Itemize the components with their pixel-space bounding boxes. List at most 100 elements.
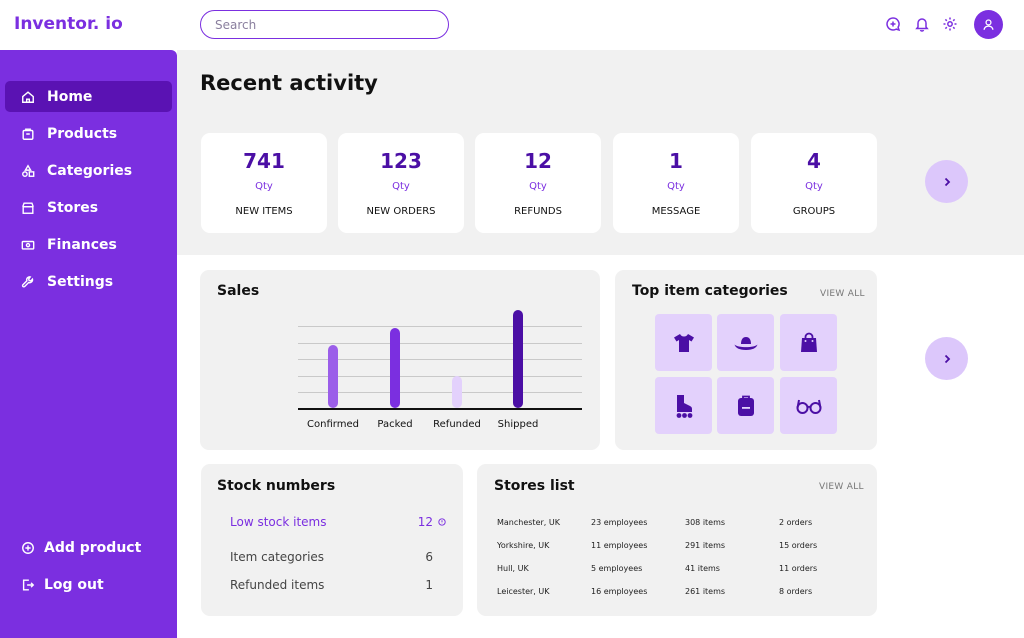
money-icon [21, 238, 35, 252]
stock-row-refunded[interactable]: Refunded items 1 [230, 578, 446, 592]
sidebar-item-finances[interactable]: Finances [5, 229, 172, 260]
backpack-icon [736, 394, 756, 418]
sidebar-item-home[interactable]: Home [5, 81, 172, 112]
sidebar-item-label: Products [47, 125, 118, 142]
sales-bar-label: Shipped [497, 419, 539, 430]
grid-line [298, 392, 582, 393]
stat-card-new-orders[interactable]: 123 Qty NEW ORDERS [338, 133, 464, 233]
sidebar-item-label: Finances [47, 236, 117, 253]
sales-bar-label: Confirmed [307, 419, 359, 430]
stat-unit: Qty [667, 181, 685, 192]
category-tile-sports[interactable] [655, 377, 712, 434]
app-logo[interactable]: Inventor. io [14, 14, 123, 34]
chat-plus-icon[interactable] [885, 16, 901, 32]
sales-bar-shipped[interactable] [513, 310, 523, 408]
sidebar-item-products[interactable]: Products [5, 118, 172, 149]
store-employees: 5 employees [591, 564, 643, 573]
stock-label: Item categories [230, 550, 325, 564]
stock-panel [201, 464, 463, 616]
top-categories-title: Top item categories [632, 283, 788, 299]
stores-view-all-link[interactable]: VIEW ALL [819, 482, 864, 492]
store-location[interactable]: Yorkshire, UK [497, 541, 550, 550]
sidebar-item-stores[interactable]: Stores [5, 192, 172, 223]
stores-title: Stores list [494, 478, 575, 494]
logout-icon [21, 578, 35, 592]
sidebar-item-categories[interactable]: Categories [5, 155, 172, 186]
roller-skate-icon [673, 393, 695, 419]
add-product-label: Add product [44, 540, 142, 556]
search-input[interactable] [200, 10, 449, 39]
stat-value: 12 [524, 149, 552, 173]
chevron-right-icon [941, 176, 953, 188]
grid-line [298, 343, 582, 344]
stock-value: 12 [417, 515, 433, 529]
store-orders: 11 orders [779, 564, 818, 573]
store-items: 308 items [685, 518, 726, 527]
store-employees: 11 employees [591, 541, 648, 550]
user-icon [982, 18, 995, 31]
sidebar-item-label: Categories [47, 162, 133, 179]
stat-label: NEW ITEMS [235, 206, 293, 217]
stock-row-low[interactable]: Low stock items 12 [230, 515, 446, 529]
store-icon [21, 201, 35, 215]
stat-card-message[interactable]: 1 Qty MESSAGE [613, 133, 739, 233]
stores-panel [477, 464, 877, 616]
stat-label: REFUNDS [514, 206, 562, 217]
avatar[interactable] [974, 10, 1003, 39]
logout-label: Log out [44, 577, 104, 593]
stat-label: MESSAGE [651, 206, 701, 217]
stat-card-refunds[interactable]: 12 Qty REFUNDS [475, 133, 601, 233]
category-tile-bags[interactable] [780, 314, 837, 371]
sidebar-item-label: Stores [47, 199, 99, 216]
stock-value: 1 [425, 578, 433, 592]
sales-bar-refunded[interactable] [452, 375, 462, 408]
stat-value: 1 [669, 149, 683, 173]
info-circle-icon [433, 515, 446, 529]
tshirt-icon [672, 331, 696, 355]
sales-bar-label: Packed [377, 419, 413, 430]
store-location[interactable]: Hull, UK [497, 564, 529, 573]
logout-button[interactable]: Log out [0, 577, 177, 593]
next-cards-button[interactable] [925, 160, 968, 203]
bag-icon [799, 332, 819, 354]
store-orders: 2 orders [779, 518, 813, 527]
stat-card-new-items[interactable]: 741 Qty NEW ITEMS [201, 133, 327, 233]
sales-panel [200, 270, 600, 450]
add-product-button[interactable]: Add product [0, 540, 177, 556]
wrench-icon [21, 275, 35, 289]
stock-title: Stock numbers [217, 478, 336, 494]
store-items: 291 items [685, 541, 726, 550]
gear-icon[interactable] [942, 16, 958, 32]
stock-value: 6 [425, 550, 433, 564]
stat-unit: Qty [255, 181, 273, 192]
store-orders: 15 orders [779, 541, 818, 550]
stat-unit: Qty [392, 181, 410, 192]
sales-title: Sales [217, 283, 260, 299]
sidebar-item-settings[interactable]: Settings [5, 266, 172, 297]
stat-card-groups[interactable]: 4 Qty GROUPS [751, 133, 877, 233]
store-employees: 16 employees [591, 587, 648, 596]
shapes-icon [21, 163, 35, 178]
sidebar-item-label: Settings [47, 273, 114, 290]
bell-icon[interactable] [914, 16, 930, 32]
category-tile-school[interactable] [717, 377, 774, 434]
stock-label: Low stock items [230, 515, 327, 529]
stock-row-categories[interactable]: Item categories 6 [230, 550, 446, 564]
category-tile-clothing[interactable] [655, 314, 712, 371]
store-location[interactable]: Manchester, UK [497, 518, 560, 527]
stat-value: 123 [380, 149, 422, 173]
categories-view-all-link[interactable]: VIEW ALL [820, 289, 865, 299]
sidebar: Home Products Categories Stores Finances… [0, 50, 177, 638]
stat-value: 741 [243, 149, 285, 173]
home-icon [21, 90, 35, 104]
store-location[interactable]: Leicester, UK [497, 587, 550, 596]
page-title: Recent activity [200, 71, 378, 95]
store-items: 261 items [685, 587, 726, 596]
next-categories-button[interactable] [925, 337, 968, 380]
box-icon [21, 127, 35, 141]
sales-bar-packed[interactable] [390, 327, 400, 408]
category-tile-eyewear[interactable] [780, 377, 837, 434]
category-tile-hats[interactable] [717, 314, 774, 371]
x-axis-line [298, 408, 582, 410]
sales-bar-confirmed[interactable] [328, 345, 338, 408]
